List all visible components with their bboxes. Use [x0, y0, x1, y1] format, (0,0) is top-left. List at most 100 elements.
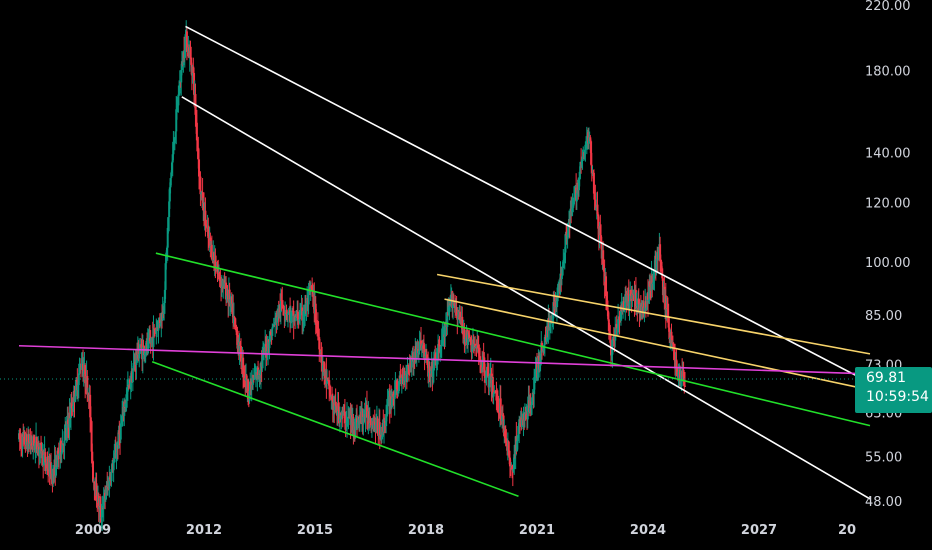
- candle: [155, 318, 158, 345]
- price-tick-label: 140.00: [865, 146, 911, 161]
- candle: [185, 27, 188, 61]
- candle: [420, 343, 423, 358]
- candle: [101, 495, 104, 531]
- candle: [118, 420, 121, 446]
- candle: [222, 278, 225, 299]
- candle: [364, 397, 367, 433]
- time-tick-label: 2018: [408, 523, 444, 538]
- yellow-trendline-6[interactable]: [444, 298, 871, 391]
- candle: [617, 303, 620, 336]
- candle: [148, 325, 151, 344]
- candle: [596, 191, 599, 217]
- candles-layer: [18, 20, 686, 531]
- candle: [177, 85, 180, 113]
- candle: [570, 197, 573, 217]
- candle: [331, 386, 334, 401]
- candle: [663, 276, 666, 310]
- candle: [587, 127, 590, 150]
- price-axis[interactable]: 220.00180.00140.00120.00100.0085.0073.00…: [865, 0, 911, 510]
- green-trendline-3[interactable]: [155, 252, 871, 427]
- candle: [175, 95, 178, 145]
- candle: [452, 292, 455, 320]
- candle: [516, 426, 519, 450]
- candle: [28, 433, 31, 450]
- candle: [116, 441, 119, 462]
- candle: [257, 360, 260, 380]
- candle: [170, 161, 173, 173]
- candle: [214, 248, 217, 279]
- candle: [328, 384, 331, 397]
- candle: [82, 357, 85, 387]
- candle: [569, 200, 572, 229]
- candle: [140, 339, 143, 350]
- candle: [610, 334, 612, 367]
- candle: [378, 409, 381, 450]
- candle: [279, 288, 282, 325]
- candle: [394, 372, 397, 398]
- candle: [193, 67, 196, 107]
- candle: [616, 327, 619, 336]
- yellow-trendline-5[interactable]: [436, 273, 871, 355]
- candle: [497, 395, 500, 422]
- candle: [314, 296, 317, 335]
- candle: [238, 333, 241, 365]
- candle: [580, 158, 583, 168]
- candle: [614, 316, 617, 348]
- candle: [362, 408, 365, 436]
- candle: [269, 329, 272, 336]
- candle: [615, 315, 618, 336]
- candle: [475, 339, 478, 357]
- candle: [440, 328, 443, 359]
- candle: [254, 363, 257, 378]
- candle: [98, 497, 101, 524]
- candle: [264, 329, 267, 371]
- candle: [200, 191, 203, 201]
- candle: [634, 277, 637, 315]
- candle: [265, 334, 268, 366]
- candle: [605, 271, 608, 311]
- candle: [23, 430, 26, 450]
- candle: [250, 370, 253, 402]
- candle: [370, 417, 373, 438]
- magenta-trendline-7[interactable]: [18, 344, 871, 375]
- candle: [317, 321, 320, 341]
- candle: [572, 204, 575, 213]
- candle: [125, 387, 128, 412]
- white-trendline-2[interactable]: [181, 96, 871, 500]
- white-trendline-1[interactable]: [185, 25, 871, 384]
- candle: [335, 401, 338, 413]
- candle: [358, 406, 361, 432]
- candle: [608, 322, 611, 334]
- candle: [618, 310, 621, 335]
- candle: [69, 394, 72, 431]
- candle: [173, 138, 176, 151]
- candle: [545, 321, 548, 345]
- candle: [89, 385, 92, 433]
- candle: [178, 70, 181, 96]
- candle: [503, 425, 506, 443]
- candle: [533, 372, 536, 390]
- time-tick-label: 2024: [630, 523, 666, 538]
- candle: [274, 311, 277, 338]
- candle: [590, 139, 593, 166]
- candle: [165, 250, 168, 270]
- candle: [167, 217, 170, 234]
- green-trendline-4[interactable]: [151, 360, 519, 498]
- candle: [612, 327, 615, 347]
- candle: [417, 350, 420, 363]
- candle: [429, 368, 432, 387]
- candle: [32, 434, 35, 447]
- candle: [449, 284, 452, 312]
- time-tick-label: 2012: [186, 523, 222, 538]
- candle: [474, 336, 477, 356]
- candle: [290, 310, 293, 324]
- candle: [108, 465, 111, 498]
- candle: [562, 249, 565, 269]
- candle: [299, 302, 302, 326]
- candle: [105, 481, 108, 500]
- time-axis[interactable]: 2009 2012 2015 2018 2021 2024 2027 20: [75, 523, 856, 538]
- candle: [225, 287, 228, 304]
- price-tick-label: 55.00: [865, 451, 902, 466]
- candle: [468, 330, 471, 342]
